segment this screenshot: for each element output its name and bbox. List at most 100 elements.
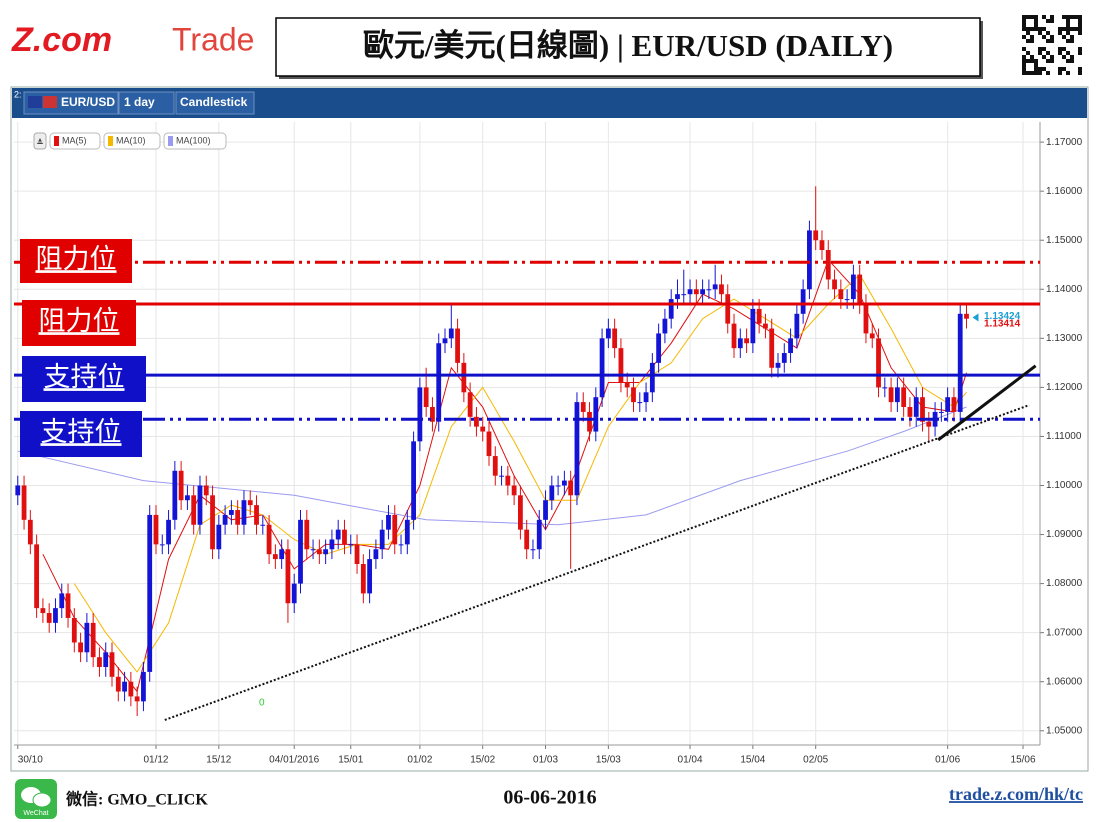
candle-body: [907, 407, 913, 417]
candle-body: [756, 308, 762, 324]
candle-body: [480, 426, 486, 432]
candle-body: [857, 274, 863, 304]
x-tick-label: 01/06: [935, 755, 960, 766]
qr-cell: [1030, 59, 1034, 63]
qr-cell: [1066, 19, 1070, 23]
qr-cell: [1062, 35, 1066, 39]
qr-cell: [1078, 19, 1082, 23]
candle-body: [568, 480, 574, 496]
style-button[interactable]: [175, 91, 255, 115]
moving-average: [17, 406, 967, 526]
flag-us: [43, 96, 57, 108]
moving-average: [73, 273, 967, 673]
candle-body: [964, 313, 969, 319]
candle-body: [430, 407, 435, 422]
candle-body: [27, 519, 33, 545]
candle-body: [455, 328, 460, 363]
candle-body: [423, 387, 429, 408]
candle-body: [122, 681, 127, 692]
qr-cell: [1066, 51, 1070, 55]
period-button[interactable]: [118, 91, 175, 115]
candle-body: [392, 514, 398, 545]
candle-body: [844, 299, 850, 301]
candle-body: [97, 657, 102, 668]
qr-cell: [1046, 31, 1050, 35]
candle-body: [134, 696, 140, 702]
candle-body: [712, 284, 718, 290]
candle-body: [719, 284, 724, 295]
candle-body: [203, 485, 209, 496]
qr-cell: [1078, 67, 1082, 71]
qr-cell: [1022, 15, 1026, 19]
candle-body: [461, 362, 467, 393]
candle-body: [894, 387, 900, 403]
y-tick-label: 1.09000: [1046, 529, 1083, 540]
qr-cell: [1066, 39, 1070, 43]
x-tick-label: 15/12: [206, 755, 231, 766]
y-tick-label: 1.07000: [1046, 627, 1083, 638]
qr-cell: [1062, 15, 1066, 19]
candle-body: [185, 495, 190, 501]
qr-cell: [1038, 47, 1042, 51]
qr-cell: [1058, 71, 1062, 75]
qr-cell: [1066, 71, 1070, 75]
candle-body: [863, 303, 869, 334]
level-label: 支持位: [44, 362, 125, 392]
qr-cell: [1034, 15, 1038, 19]
candle-body: [901, 387, 907, 408]
candle-body: [90, 622, 96, 658]
candle-body: [675, 294, 680, 300]
candle-body: [612, 328, 618, 349]
candle-body: [367, 559, 373, 594]
level-label-box: [22, 356, 146, 402]
candle-body: [819, 240, 825, 251]
x-tick-label: 01/12: [143, 755, 168, 766]
x-tick-label: 15/06: [1011, 755, 1036, 766]
candle-body: [775, 362, 781, 368]
candle-body: [172, 470, 178, 520]
qr-cell: [1042, 47, 1046, 51]
qr-cell: [1070, 27, 1074, 31]
candle-body: [474, 416, 479, 427]
qr-cell: [1042, 15, 1046, 19]
site-link[interactable]: trade.z.com/hk/tc: [949, 784, 1083, 804]
candle-body: [643, 392, 649, 403]
candle-body: [197, 485, 203, 525]
qr-cell: [1066, 27, 1070, 31]
candle-body: [298, 519, 303, 584]
symbol-label: EUR/USD: [61, 95, 115, 109]
qr-cell: [1022, 19, 1026, 23]
candle-body: [637, 402, 643, 404]
candle-body: [159, 544, 165, 546]
qr-cell: [1062, 47, 1066, 51]
y-tick-label: 1.13000: [1046, 333, 1083, 344]
legend-label: MA(100): [176, 135, 211, 145]
candle-body: [681, 294, 687, 296]
candle-body: [605, 328, 611, 339]
candle-body: [360, 563, 366, 594]
candle-body: [210, 495, 215, 550]
qr-cell: [1022, 55, 1026, 59]
candle-body: [543, 500, 548, 520]
candle-body: [103, 652, 109, 668]
qr-cell: [1078, 47, 1082, 51]
legend-label: MA(10): [116, 135, 146, 145]
qr-cell: [1034, 27, 1038, 31]
candle-body: [247, 500, 253, 506]
candle-body: [524, 529, 530, 550]
candle-body: [78, 642, 83, 653]
candle-body: [191, 495, 197, 525]
candle-body: [310, 549, 316, 551]
qr-cell: [1034, 67, 1038, 71]
qr-cell: [1050, 59, 1054, 63]
legend-label: MA(5): [62, 135, 87, 145]
candle-body: [882, 387, 888, 389]
candle-body: [593, 397, 599, 432]
candle-body: [417, 387, 423, 442]
qr-cell: [1062, 27, 1066, 31]
qr-cell: [1050, 15, 1054, 19]
candle-body: [65, 593, 71, 618]
qr-cell: [1034, 23, 1038, 27]
qr-cell: [1042, 35, 1046, 39]
legend-swatch: [54, 136, 59, 146]
